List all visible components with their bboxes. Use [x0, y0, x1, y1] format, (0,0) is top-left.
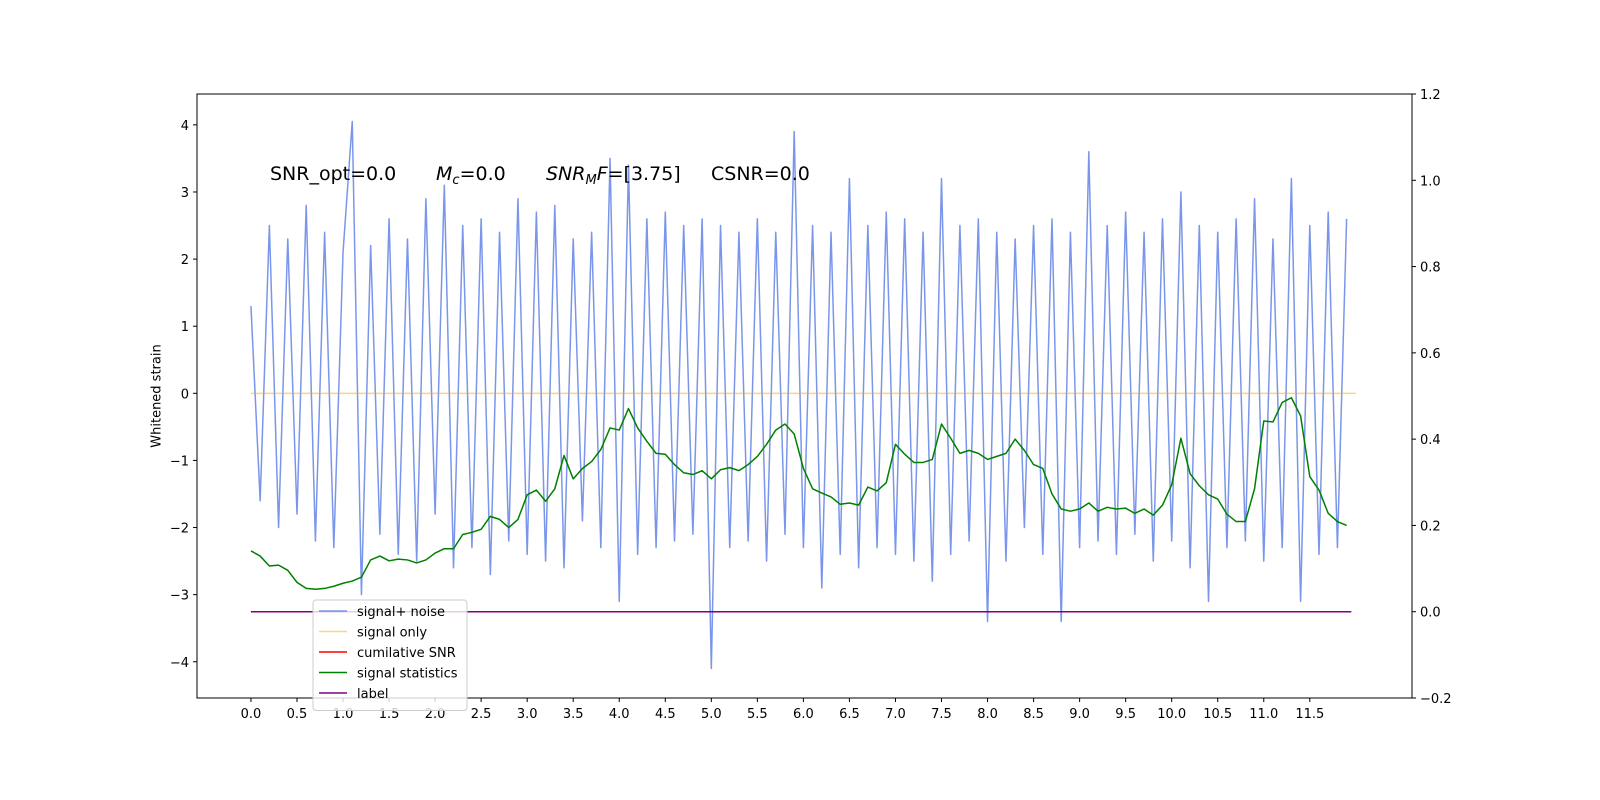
x-tick-label: 4.5 — [655, 707, 676, 722]
x-tick-label: 9.0 — [1069, 707, 1090, 722]
x-tick-label: 7.5 — [931, 707, 952, 722]
y2-tick-label: 0.4 — [1420, 433, 1441, 448]
x-tick-label: 2.5 — [471, 707, 492, 722]
x-tick-label: 0.5 — [287, 707, 308, 722]
y-tick-label: 3 — [181, 186, 189, 201]
y2-tick-label: 0.8 — [1420, 261, 1441, 276]
y2-tick-label: 0.2 — [1420, 519, 1441, 534]
annotation: CSNR=0.0 — [711, 163, 810, 185]
annotation-part: c — [452, 173, 459, 188]
series-line — [250, 120, 1348, 670]
annotation-part: SNR — [546, 163, 585, 185]
y-tick-label: 1 — [181, 320, 189, 335]
x-tick-label: 8.5 — [1023, 707, 1044, 722]
x-tick-label: 7.0 — [885, 707, 906, 722]
legend-box — [312, 599, 468, 711]
x-tick-label: 8.0 — [977, 707, 998, 722]
x-tick-label: 6.0 — [793, 707, 814, 722]
x-tick-label: 9.5 — [1115, 707, 1136, 722]
annotation: SNRMF=[3.75] — [546, 163, 681, 188]
legend-label: signal+ noise — [357, 605, 445, 620]
legend-label: signal only — [357, 626, 427, 641]
annotation-part: SNR_opt=0.0 — [270, 163, 396, 185]
annotation: Mc=0.0 — [436, 163, 506, 188]
y-tick-label: −3 — [170, 589, 189, 604]
x-tick-label: 4.0 — [609, 707, 630, 722]
y-tick-label: 4 — [181, 119, 189, 134]
x-tick-label: 5.0 — [701, 707, 722, 722]
series-line — [250, 396, 1347, 591]
axes-frame — [196, 93, 1413, 699]
y-tick-label: 2 — [181, 253, 189, 268]
x-tick-label: 3.0 — [517, 707, 538, 722]
y2-tick-label: 1.2 — [1420, 88, 1441, 103]
annotation-part: =0.0 — [460, 163, 506, 185]
y-tick-label: −1 — [170, 454, 189, 469]
x-tick-label: 6.5 — [839, 707, 860, 722]
annotation-part: CSNR=0.0 — [711, 163, 810, 185]
y2-tick-label: 1.0 — [1420, 174, 1441, 189]
annotation-part: F — [597, 163, 609, 185]
x-tick-label: 11.5 — [1295, 707, 1324, 722]
legend-label: label — [357, 687, 388, 702]
y2-tick-label: 0.6 — [1420, 347, 1441, 362]
x-tick-label: 5.5 — [747, 707, 768, 722]
annotation: SNR_opt=0.0 — [270, 163, 396, 185]
y2-tick-label: 0.0 — [1420, 606, 1441, 621]
y-tick-label: −2 — [170, 522, 189, 537]
x-tick-label: 3.5 — [563, 707, 584, 722]
annotation-part: =[3.75] — [608, 163, 681, 185]
x-tick-label: 11.0 — [1249, 707, 1278, 722]
y2-tick-label: −0.2 — [1420, 692, 1452, 707]
x-tick-label: 0.0 — [241, 707, 262, 722]
y-tick-label: 0 — [181, 387, 189, 402]
annotation-part: M — [585, 173, 596, 188]
y-tick-label: −4 — [170, 656, 189, 671]
x-tick-label: 10.5 — [1203, 707, 1232, 722]
legend-label: signal statistics — [357, 667, 458, 682]
legend-label: cumilative SNR — [357, 646, 456, 661]
x-tick-label: 10.0 — [1157, 707, 1186, 722]
y-axis-label: Whitened strain — [150, 344, 165, 447]
annotation-part: M — [436, 163, 452, 185]
